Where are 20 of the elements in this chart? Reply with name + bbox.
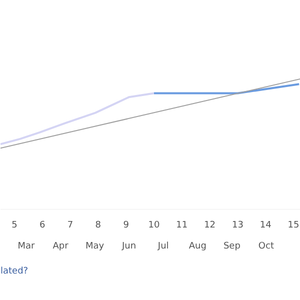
x-tick-label: 5 xyxy=(12,220,18,230)
text: May xyxy=(85,242,105,252)
x-tick-label: 13 xyxy=(232,220,244,230)
text: Aug xyxy=(188,242,206,252)
x-tick-label: 7 xyxy=(67,220,74,230)
x-tick-label: 9 xyxy=(123,220,130,230)
x-tick-label: 8 xyxy=(95,220,102,230)
text: lated? xyxy=(0,266,28,276)
text: Mar xyxy=(18,242,36,252)
x-tick-label: 11 xyxy=(176,220,188,230)
text: Jun xyxy=(121,242,136,252)
text: Apr xyxy=(52,242,69,252)
x-tick-label: 14 xyxy=(260,220,272,230)
x-tick-label: 15 xyxy=(288,220,300,230)
x-tick-label: 12 xyxy=(204,220,216,230)
text: Sep xyxy=(223,242,241,252)
text: Jul xyxy=(156,242,169,252)
text: Oct xyxy=(258,242,274,252)
x-tick-label: 6 xyxy=(39,220,46,230)
x-tick-label: 10 xyxy=(148,220,160,230)
